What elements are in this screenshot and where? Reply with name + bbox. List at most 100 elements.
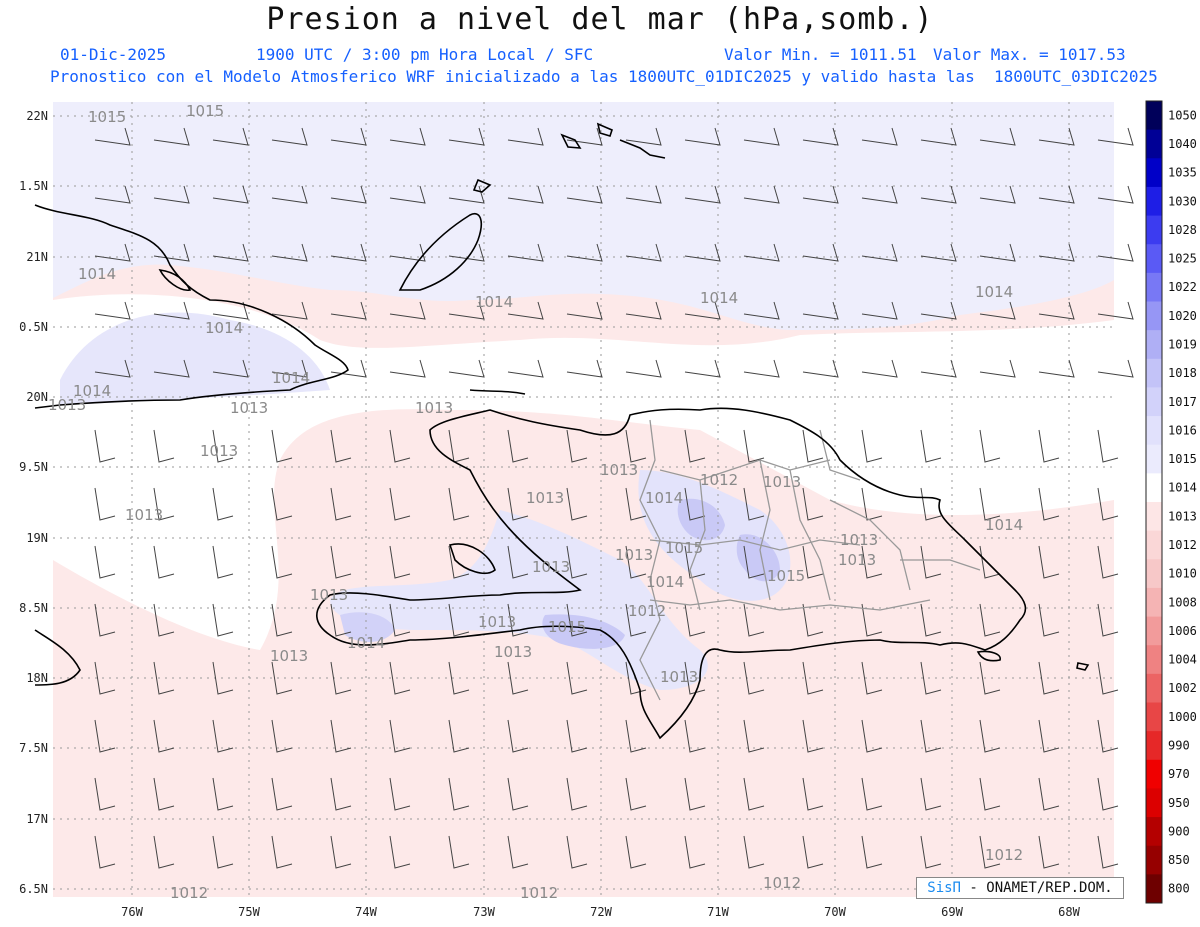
wind-barb [625, 243, 662, 262]
wind-barb [684, 719, 706, 753]
color-bar-swatch [1146, 101, 1162, 131]
wind-barb [212, 243, 249, 262]
lat-label: 6.5N [19, 882, 48, 896]
wind-barb [448, 777, 470, 811]
wind-barb [625, 487, 647, 521]
wind-barb [389, 719, 411, 753]
province-borders [639, 419, 981, 701]
color-bar-label: 1022 [1168, 280, 1197, 294]
wind-barb [684, 545, 706, 579]
map-field-blob-2 [677, 498, 725, 541]
wind-barb [625, 835, 647, 869]
wind-barb [153, 429, 175, 463]
wind-barb [212, 301, 249, 320]
wind-barb [1038, 429, 1060, 463]
wind-barb [507, 777, 529, 811]
isobar-label: 1014 [975, 283, 1013, 301]
wind-barb [1038, 243, 1075, 262]
wind-barb [507, 301, 544, 320]
wind-barb [979, 429, 1001, 463]
model-description: Pronostico con el Modelo Atmosferico WRF… [50, 67, 1158, 86]
wind-barb [684, 603, 706, 637]
wind-barb [566, 359, 603, 378]
isobar-label: 1013 [125, 506, 163, 524]
color-bar-swatch [1146, 673, 1162, 703]
wind-barb [566, 777, 588, 811]
wind-barb [94, 185, 131, 204]
isobar-label: 1013 [310, 586, 348, 604]
isobar-label: 1014 [347, 634, 385, 652]
mona-island [1076, 662, 1090, 671]
wind-barb [1097, 127, 1134, 146]
credit-text: - ONAMET/REP.DOM. [969, 880, 1113, 896]
wind-barb [625, 661, 647, 695]
wind-barb [625, 301, 662, 320]
isobar-label: 1014 [73, 382, 111, 400]
wind-barb [212, 545, 234, 579]
lon-label: 75W [238, 905, 260, 919]
color-bar-label: 1008 [1168, 595, 1197, 609]
color-bar-swatch [1146, 301, 1162, 331]
wind-barb [743, 243, 780, 262]
isobar-label: 1012 [170, 884, 208, 902]
wind-barb [212, 777, 234, 811]
color-bar-label: 1002 [1168, 681, 1197, 695]
lon-label: 72W [590, 905, 612, 919]
lat-label: 7.5N [19, 741, 48, 755]
wind-barb [684, 359, 721, 378]
wind-barb [330, 429, 352, 463]
wind-barb [684, 835, 706, 869]
isobar-label: 1013 [838, 551, 876, 569]
wind-barb [1097, 243, 1134, 262]
wind-barb [1097, 429, 1119, 463]
wind-barb [979, 243, 1016, 262]
wind-barb [330, 243, 367, 262]
cuba-bay [158, 269, 192, 291]
wind-barb [330, 127, 367, 146]
min-value-label: Valor Min. = 1011.51 [724, 45, 917, 64]
lat-label: 22N [26, 109, 48, 123]
wind-barb [802, 661, 824, 695]
color-bar-label: 1017 [1168, 395, 1197, 409]
color-bar-label: 800 [1168, 882, 1190, 896]
wind-barb [389, 603, 411, 637]
wind-barb [330, 545, 352, 579]
wind-barb [330, 185, 367, 204]
isobar-label: 1014 [700, 289, 738, 307]
wind-barb [802, 359, 839, 378]
isobar-label: 1014 [645, 489, 683, 507]
color-bar-swatch [1146, 645, 1162, 675]
wind-barb [153, 603, 175, 637]
wind-barb [212, 719, 234, 753]
wind-barb [684, 127, 721, 146]
wind-barb [802, 127, 839, 146]
wind-barb [507, 185, 544, 204]
max-value-label: Valor Max. = 1017.53 [933, 45, 1126, 64]
isobar-label: 1013 [600, 461, 638, 479]
wind-barb [271, 719, 293, 753]
wind-barb [566, 487, 588, 521]
wind-barb [389, 185, 426, 204]
isobar-label: 1013 [200, 442, 238, 460]
isobar-label: 1014 [272, 369, 310, 387]
wind-barb [507, 487, 529, 521]
color-bar-label: 1020 [1168, 309, 1197, 323]
credit-box: SisΠ - ONAMET/REP.DOM. [916, 877, 1124, 899]
wind-barb [212, 359, 249, 378]
wind-barb [271, 661, 293, 695]
isobar-label: 1014 [475, 293, 513, 311]
wind-barb [743, 127, 780, 146]
isobar-label: 1014 [646, 573, 684, 591]
wind-barb [212, 487, 234, 521]
color-bar-swatch [1146, 502, 1162, 532]
wind-barb [1038, 777, 1060, 811]
wind-barb [920, 127, 957, 146]
isobar-label: 1013 [532, 558, 570, 576]
lat-label: 0.5N [19, 320, 48, 334]
wind-barb [566, 243, 603, 262]
wind-barb [861, 429, 883, 463]
isobar-label: 1013 [660, 668, 698, 686]
isobar-label: 1012 [628, 602, 666, 620]
wind-barb [212, 127, 249, 146]
